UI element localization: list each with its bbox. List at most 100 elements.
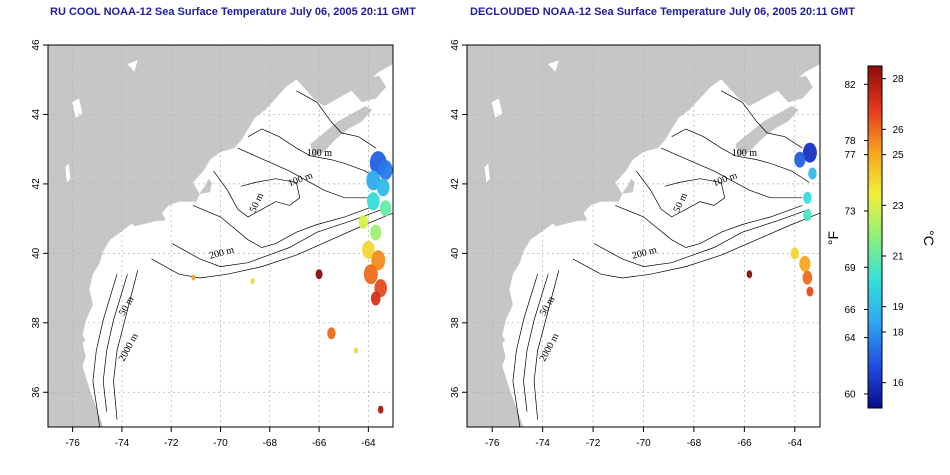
bathymetry-contour bbox=[213, 170, 301, 218]
fahrenheit-tick-label: 69 bbox=[844, 263, 856, 274]
lat-tick-label: 38 bbox=[31, 317, 42, 329]
bathymetry-contour bbox=[192, 205, 376, 248]
lon-tick-label: -76 bbox=[485, 438, 500, 449]
bathymetry-contour bbox=[247, 128, 383, 183]
land-area bbox=[351, 75, 387, 103]
lat-tick-label: 42 bbox=[450, 178, 461, 190]
sst-patch bbox=[250, 278, 255, 285]
lat-tick-label: 36 bbox=[450, 386, 461, 398]
sst-patch bbox=[363, 264, 378, 285]
lat-tick-label: 38 bbox=[450, 317, 461, 329]
sst-patch bbox=[191, 274, 196, 281]
bathymetry-contour bbox=[615, 205, 803, 248]
fahrenheit-tick-label: 78 bbox=[844, 136, 856, 147]
sst-patch bbox=[802, 270, 813, 285]
bathymetry-contour bbox=[661, 147, 803, 199]
inland-water bbox=[502, 335, 513, 359]
fahrenheit-tick-label: 77 bbox=[844, 150, 856, 161]
lat-tick-label: 40 bbox=[31, 247, 42, 259]
sst-patch bbox=[370, 224, 382, 241]
inland-water bbox=[127, 60, 138, 72]
celsius-label: °C bbox=[921, 230, 937, 246]
celsius-tick-label: 25 bbox=[892, 150, 904, 161]
fahrenheit-label: °F bbox=[825, 231, 841, 245]
fahrenheit-tick-label: 64 bbox=[844, 333, 856, 344]
celsius-tick-label: 21 bbox=[892, 252, 904, 263]
lon-tick-label: -74 bbox=[535, 438, 550, 449]
celsius-tick-label: 28 bbox=[892, 74, 904, 85]
lat-tick-label: 44 bbox=[450, 108, 461, 120]
lon-tick-label: -66 bbox=[312, 438, 327, 449]
sst-patch bbox=[746, 270, 753, 279]
bathymetry-contour bbox=[92, 274, 118, 428]
inland-water bbox=[484, 163, 490, 183]
lat-tick-label: 36 bbox=[31, 386, 42, 398]
contour-label: 100 m bbox=[307, 148, 333, 159]
lon-tick-label: -74 bbox=[115, 438, 130, 449]
lon-tick-label: -70 bbox=[636, 438, 651, 449]
sst-patch bbox=[376, 178, 390, 197]
sst-patch bbox=[353, 347, 359, 354]
bathymetry-contour bbox=[512, 274, 538, 428]
sst-patch bbox=[366, 192, 380, 211]
land-area bbox=[777, 75, 813, 103]
lat-tick-label: 44 bbox=[31, 108, 42, 120]
celsius-tick-label: 23 bbox=[892, 201, 904, 212]
bathymetry-contour bbox=[593, 208, 810, 267]
lon-tick-label: -64 bbox=[361, 438, 376, 449]
sst-patch bbox=[799, 255, 811, 272]
sst-patch bbox=[803, 191, 812, 204]
land-area bbox=[48, 45, 393, 427]
land-area bbox=[130, 213, 166, 227]
sst-patch bbox=[380, 200, 392, 217]
bathymetry-contour bbox=[636, 170, 726, 218]
lon-tick-label: -70 bbox=[213, 438, 228, 449]
bathymetry-contour bbox=[523, 274, 549, 412]
bathymetry-contour bbox=[721, 90, 803, 149]
land-area bbox=[199, 178, 212, 194]
bathymetry-contour bbox=[151, 212, 394, 279]
lon-tick-label: -66 bbox=[737, 438, 752, 449]
contour-label: 100 m bbox=[732, 148, 758, 159]
inland-water bbox=[82, 335, 93, 359]
sst-patch bbox=[806, 286, 814, 297]
colorbar bbox=[867, 65, 883, 409]
lon-tick-label: -68 bbox=[687, 438, 702, 449]
fahrenheit-tick-label: 66 bbox=[844, 305, 856, 316]
land-area bbox=[622, 178, 635, 194]
celsius-tick-label: 19 bbox=[892, 302, 904, 313]
sst-patch bbox=[802, 142, 817, 163]
sst-patch bbox=[378, 160, 393, 181]
sst-patch bbox=[366, 170, 381, 191]
sst-patch bbox=[808, 167, 817, 180]
lat-tick-label: 46 bbox=[31, 39, 42, 51]
celsius-tick-label: 18 bbox=[892, 328, 904, 339]
sst-patch bbox=[370, 291, 381, 306]
inland-water bbox=[512, 274, 527, 313]
bathymetry-contour bbox=[533, 270, 560, 420]
map-title-right: DECLOUDED NOAA-12 Sea Surface Temperatur… bbox=[470, 6, 855, 18]
sst-patch bbox=[377, 405, 384, 414]
sst-patch bbox=[315, 269, 323, 280]
sst-patch bbox=[371, 250, 386, 271]
lon-tick-label: -76 bbox=[65, 438, 80, 449]
bathymetry-contour bbox=[172, 208, 383, 267]
inland-water bbox=[65, 163, 71, 183]
sst-patch bbox=[358, 215, 369, 230]
fahrenheit-tick-label: 82 bbox=[844, 80, 856, 91]
fahrenheit-tick-label: 73 bbox=[844, 206, 856, 217]
map-title-left: RU COOL NOAA-12 Sea Surface Temperature … bbox=[50, 6, 416, 18]
land-area bbox=[551, 213, 587, 227]
sst-patch bbox=[327, 327, 336, 340]
land-area bbox=[310, 106, 373, 156]
lat-tick-label: 42 bbox=[31, 178, 42, 190]
fahrenheit-tick-label: 60 bbox=[844, 389, 856, 400]
bathymetry-contour bbox=[237, 147, 376, 199]
celsius-tick-label: 26 bbox=[892, 125, 904, 136]
lon-tick-label: -68 bbox=[263, 438, 278, 449]
lon-tick-label: -72 bbox=[586, 438, 601, 449]
sst-patch bbox=[362, 240, 375, 259]
lat-tick-label: 40 bbox=[450, 247, 461, 259]
